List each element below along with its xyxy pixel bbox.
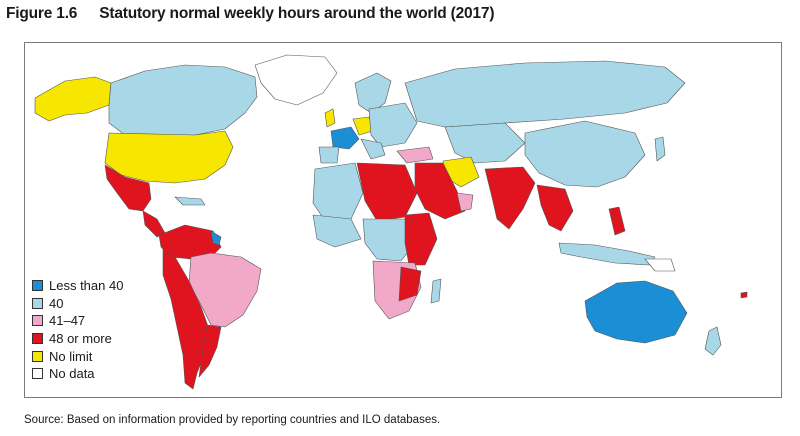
region-arabia-east — [456, 192, 474, 212]
source-note: Source: Based on information provided by… — [24, 414, 441, 426]
region-scandinavia — [354, 72, 392, 114]
region-north-africa-west — [312, 162, 364, 222]
legend-label: 48 or more — [49, 331, 112, 347]
region-canada — [108, 64, 258, 138]
region-indonesia — [558, 242, 656, 266]
region-italy-balkans — [360, 138, 386, 160]
region-madagascar — [430, 278, 442, 304]
legend-label: No limit — [49, 348, 93, 364]
legend-label: No data — [49, 366, 95, 382]
region-east-africa — [404, 212, 438, 266]
region-usa — [104, 130, 234, 184]
figure-number: Figure 1.6 — [6, 5, 78, 22]
legend-label: 40 — [49, 295, 64, 311]
region-greenland — [254, 54, 338, 106]
legend-swatch — [32, 333, 43, 345]
world-map — [24, 42, 782, 398]
region-argentina-east — [198, 324, 222, 378]
region-west-africa — [312, 214, 362, 248]
region-pacific-islands — [740, 291, 748, 299]
map-legend: Less than 40 40 41–47 48 or more No limi… — [30, 275, 128, 385]
region-australia — [584, 280, 688, 344]
region-uk — [324, 108, 336, 128]
world-map-svg — [34, 54, 748, 390]
legend-swatch — [32, 297, 43, 309]
region-southeast-asia — [536, 184, 574, 232]
region-south-america-west — [162, 248, 210, 390]
region-caribbean — [174, 196, 206, 206]
region-new-zealand — [704, 326, 722, 356]
legend-item-48-or-more: 48 or more — [32, 330, 123, 348]
legend-item-no-data: No data — [32, 365, 123, 383]
legend-label: Less than 40 — [49, 278, 124, 294]
legend-label: 41–47 — [49, 313, 86, 329]
legend-swatch — [32, 368, 43, 380]
region-iberia — [318, 146, 340, 164]
region-guianas — [210, 230, 222, 246]
legend-item-no-limit: No limit — [32, 347, 123, 365]
region-central-america — [142, 210, 166, 238]
region-central-asia — [444, 122, 526, 164]
region-north-africa-east — [356, 162, 418, 222]
region-france — [330, 126, 360, 150]
legend-swatch — [32, 280, 43, 292]
region-china — [524, 120, 646, 188]
legend-swatch — [32, 315, 43, 327]
region-russia — [404, 60, 686, 128]
legend-item-less-than-40: Less than 40 — [32, 277, 123, 295]
legend-item-40: 40 — [32, 295, 123, 313]
figure-title-text: Statutory normal weekly hours around the… — [99, 5, 495, 22]
figure-title: Figure 1.6 Statutory normal weekly hours … — [6, 5, 494, 23]
region-japan — [654, 136, 666, 162]
region-png — [644, 258, 676, 272]
region-southern-africa-east — [398, 266, 422, 302]
region-philippines — [608, 206, 626, 236]
legend-item-41-47: 41–47 — [32, 312, 123, 330]
region-alaska — [34, 76, 112, 122]
region-south-asia — [484, 166, 536, 230]
region-turkey — [396, 146, 434, 164]
legend-swatch — [32, 350, 43, 362]
region-europe-east — [368, 102, 418, 148]
